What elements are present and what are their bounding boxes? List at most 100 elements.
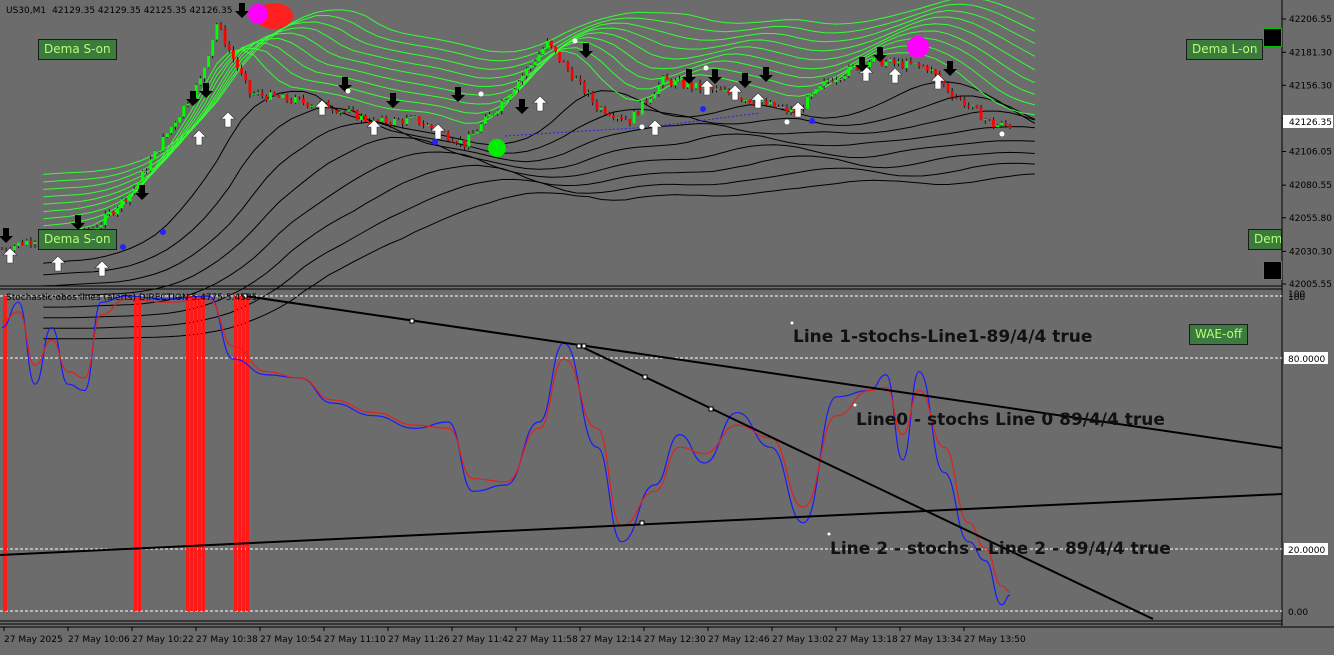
candle-up (533, 61, 537, 65)
candle-down (236, 59, 239, 69)
candle-up (25, 240, 29, 245)
candle-down (901, 61, 904, 69)
time-tick-label: 27 May 10:22 (132, 635, 194, 645)
price-tick-label: 42181.30 (1289, 48, 1332, 58)
candle-up (512, 89, 516, 95)
candle-up (186, 103, 190, 106)
candle-up (483, 116, 487, 124)
buy-arrow-icon (191, 129, 207, 146)
stoch-signal-line (1, 298, 1011, 593)
candle-down (682, 79, 686, 88)
candle-down (331, 108, 334, 111)
candle-down (223, 28, 227, 45)
histogram-bar (186, 296, 189, 611)
histogram-bar (190, 296, 193, 611)
sell-arrow-icon (451, 87, 465, 102)
candle-down (773, 102, 776, 108)
time-tick-label: 27 May 11:42 (452, 635, 514, 645)
green-circle-marker (488, 139, 506, 157)
sell-arrow-icon (759, 67, 773, 82)
sell-arrow-icon (338, 77, 352, 92)
candlesticks (0, 22, 1012, 254)
candle-down (550, 40, 553, 47)
candle-down (455, 142, 458, 144)
candle-down (669, 79, 673, 86)
candle-up (839, 79, 843, 81)
candle-down (934, 69, 938, 75)
dema-l-button-edge[interactable]: Dema L (1248, 229, 1282, 250)
blue-dot (432, 139, 438, 145)
candle-down (591, 92, 595, 103)
candle-up (913, 63, 917, 65)
candle-up (281, 94, 285, 98)
candle-up (545, 40, 549, 49)
candle-up (810, 94, 814, 97)
indicator-square-top[interactable] (1263, 28, 1282, 47)
candle-up (971, 105, 975, 107)
candle-down (302, 98, 305, 103)
oscillator-levels (0, 295, 1282, 612)
candle-up (694, 82, 698, 89)
candle-up (657, 84, 661, 95)
candle-down (417, 116, 421, 125)
candle-up (888, 59, 892, 62)
time-tick-label: 27 May 10:06 (68, 635, 130, 645)
dema-s-button[interactable]: Dema S-on (38, 39, 117, 60)
candle-up (459, 140, 462, 144)
candle-down (240, 68, 244, 74)
candle-up (409, 116, 413, 119)
candle-down (450, 140, 454, 143)
osc-level-0: 0.00 (1288, 608, 1308, 618)
candle-up (17, 242, 20, 246)
candle-down (355, 110, 359, 121)
buy-arrow-icon (366, 119, 382, 136)
candle-up (393, 118, 396, 125)
candle-up (587, 92, 591, 94)
time-tick-label: 27 May 12:14 (580, 635, 642, 645)
price-tick-label: 42156.30 (1289, 81, 1332, 91)
candle-down (1008, 124, 1012, 128)
candle-up (339, 111, 343, 113)
candle-up (905, 60, 909, 69)
candle-up (822, 81, 826, 86)
sell-arrow-icon (186, 91, 200, 106)
candle-up (488, 114, 491, 117)
candle-up (508, 94, 512, 100)
candle-down (979, 108, 983, 121)
candle-up (157, 150, 161, 152)
histogram-bar (234, 296, 237, 611)
candle-down (607, 113, 611, 116)
buy-arrow-icon (887, 67, 903, 84)
candle-down (719, 88, 723, 91)
annotation-dots (790, 321, 857, 536)
sell-arrow-icon (738, 73, 752, 88)
candle-down (368, 121, 372, 125)
candle-down (711, 87, 714, 90)
candle-up (843, 75, 847, 80)
candle-down (0, 249, 4, 251)
candle-up (574, 78, 578, 80)
candle-down (343, 111, 347, 113)
candle-down (909, 60, 913, 64)
candle-down (558, 51, 562, 62)
candle-down (421, 124, 425, 126)
candle-up (161, 136, 165, 151)
buy-arrow-icon (727, 84, 743, 101)
candle-up (835, 79, 838, 83)
time-tick-label: 27 May 13:18 (836, 635, 898, 645)
candle-down (566, 62, 570, 70)
dema-s-button-lower[interactable]: Dema S-on (38, 229, 117, 250)
candle-down (752, 102, 756, 105)
candle-up (198, 78, 202, 85)
candle-down (636, 111, 640, 115)
candle-down (620, 117, 624, 120)
candle-down (570, 69, 574, 80)
ribbon-green-4 (43, 30, 1036, 213)
buy-arrow-icon (314, 99, 330, 116)
dema-l-button[interactable]: Dema L-on (1186, 39, 1264, 60)
candle-up (504, 99, 508, 102)
candle-up (789, 109, 793, 113)
wae-button[interactable]: WAE-off (1189, 324, 1249, 345)
indicator-square-bottom[interactable] (1263, 261, 1282, 280)
